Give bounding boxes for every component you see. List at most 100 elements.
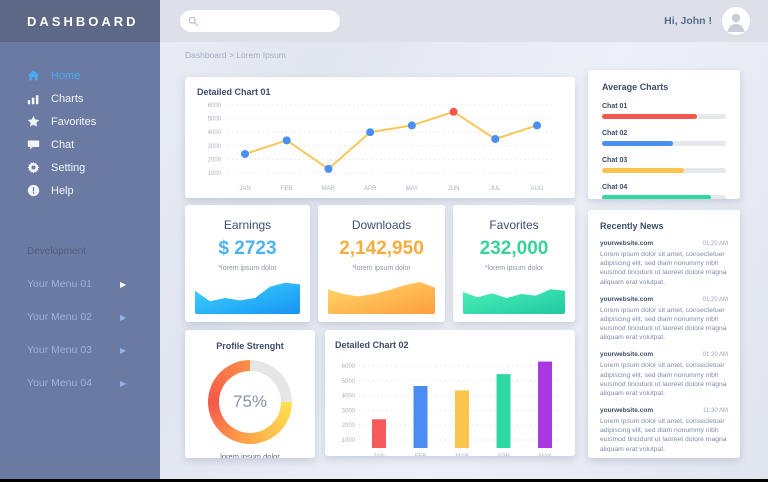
search-input[interactable] [205,16,332,26]
sidebar-dev-item-2[interactable]: Your Menu 02 ▶ [27,311,160,323]
news-source: yourwebsite.com [600,407,654,415]
user-icon [727,13,745,32]
average-bar-2: Chat 02 [602,130,726,146]
avatar[interactable] [722,7,750,35]
average-charts-title: Average Charts [602,82,669,92]
profile-strength-subtitle: lorem ipsum dolor [220,452,280,458]
svg-text:1000: 1000 [208,171,222,177]
dev-item-label: Your Menu 03 [27,344,92,356]
chevron-right-icon: ▶ [120,279,127,289]
news-source: yourwebsite.com [600,240,654,247]
news-time: 01:20 AM [702,352,728,359]
news-source: yourwebsite.com [600,295,654,303]
star-icon [27,115,40,128]
profile-strength-title: Profile Strenght [216,341,284,351]
svg-text:MAY: MAY [539,454,552,456]
sidebar-item-charts[interactable]: Charts [0,87,160,110]
news-list: yourwebsite.com 01:20 AM Lorem ipsum dolor… [600,240,728,454]
donut-percent-label: 75% [232,392,268,411]
sidebar-item-label: Favorites [51,115,97,128]
svg-text:4000: 4000 [342,394,356,400]
sidebar-menu: Home Charts Favorites Chat Setting Help [0,64,160,202]
chevron-right-icon: ▶ [120,378,127,388]
sidebar-item-setting[interactable]: Setting [0,156,160,179]
search-box[interactable] [180,10,340,32]
svg-text:JAN: JAN [373,454,384,456]
earnings-subtitle: *lorem ipsum dolor [218,265,277,272]
sidebar-item-label: Charts [51,92,84,105]
profile-strength-card: Profile Strenght 75% lorem ipsum dolor [185,330,315,458]
news-item-3[interactable]: yourwebsite.com 01:20 AM Lorem ipsum dolor… [600,351,728,398]
news-item-header: yourwebsite.com 01:20 AM [600,240,728,247]
earnings-value: $ 2723 [218,238,277,259]
donut-hole: 75% [219,371,281,433]
sidebar-item-label: Home [51,69,81,82]
average-bar-4: Chat 04 [602,184,726,199]
average-bar-3: Chat 03 [602,157,726,173]
svg-text:3000: 3000 [208,144,222,150]
svg-text:FEB: FEB [415,454,427,456]
news-item-header: yourwebsite.com 01:20 AM [600,296,728,303]
chevron-right-icon: ▶ [120,312,127,322]
average-bar-1: Chat 01 [602,103,726,119]
help-icon [27,184,40,197]
line-chart: 1000 2000 3000 4000 5000 6000 JAN FEB MAR APR MAY J… [197,97,563,198]
earnings-sparkline [195,274,300,314]
downloads-subtitle: *lorem ipsum dolor [352,265,411,272]
progress-track [602,168,726,173]
sidebar-header: DASHBOARD [0,0,160,42]
sidebar-item-home[interactable]: Home [0,64,160,87]
news-item-header: yourwebsite.com 11:30 AM [600,407,728,414]
news-item-2[interactable]: yourwebsite.com 01:20 AM Lorem ipsum dolor… [600,296,728,343]
sidebar-item-favorites[interactable]: Favorites [0,110,160,133]
svg-text:JUN: JUN [448,186,460,192]
sidebar-item-chat[interactable]: Chat [0,133,160,156]
svg-text:APR: APR [497,454,510,456]
svg-text:JUL: JUL [490,186,501,192]
average-bar-label: Chat 03 [602,157,628,164]
sidebar-dev-item-1[interactable]: Your Menu 01 ▶ [27,278,160,290]
favorites-subtitle: *lorem ipsum dolor [484,265,544,272]
average-charts-card: Average Charts Chat 01 Chat 02 Chat 03 Chat… [588,70,740,199]
chevron-right-icon: ▶ [120,345,127,355]
favorites-value: 232,000 [479,238,549,259]
average-bar-label: Chat 04 [602,184,628,191]
favorites-card: Favorites 232,000 *lorem ipsum dolor [453,205,575,322]
progress-track [602,114,726,119]
detailed-chart-01-card: Detailed Chart 01 1000 2000 3000 4000 5000 60… [185,77,575,198]
news-body: Lorem ipsum dolor sit amet, consectetuer… [600,306,727,342]
average-bars: Chat 01 Chat 02 Chat 03 Chat 04 [602,103,726,199]
news-time: 01:20 AM [702,241,728,247]
downloads-card: Downloads 2,142,950 *lorem ipsum dolor [318,205,445,322]
news-body: Lorem ipsum dolor sit amet, consectetuer… [600,251,727,286]
charts-icon [27,92,40,105]
chart-02-title: Detailed Chart 02 [335,340,409,350]
main-area: Hi, John ! Dashboard > Lorem Ipsum Detai… [160,0,768,482]
svg-text:MAR: MAR [455,454,469,456]
sidebar-item-label: Help [51,184,74,197]
donut-chart: 75% [208,360,292,444]
search-icon [188,16,199,26]
progress-fill [602,168,684,173]
earnings-card: Earnings $ 2723 *lorem ipsum dolor [185,205,310,322]
recently-news-title: Recently News [600,221,664,231]
svg-text:6000: 6000 [342,364,356,370]
sidebar-section-label: Development [27,246,86,257]
news-item-1[interactable]: yourwebsite.com 01:20 AM Lorem ipsum dolor… [600,240,728,287]
svg-text:4000: 4000 [208,130,222,136]
progress-fill [602,195,712,199]
sidebar-dev-item-3[interactable]: Your Menu 03 ▶ [27,344,160,356]
gear-icon [27,161,40,174]
svg-text:APR: APR [364,186,377,192]
news-item-4[interactable]: yourwebsite.com 11:30 AM Lorem ipsum dolor… [600,407,728,454]
sidebar-item-help[interactable]: Help [0,179,160,202]
news-time: 01:20 AM [702,296,728,303]
bar-chart: 1000 2000 3000 4000 5000 6000 JAN FEB MAR APR MAY [335,350,565,456]
progress-fill [602,141,673,146]
svg-text:JAN: JAN [239,186,250,192]
earnings-title: Earnings [223,218,272,232]
sidebar-dev-item-4[interactable]: Your Menu 04 ▶ [27,377,160,389]
svg-text:2000: 2000 [208,157,222,163]
dev-item-label: Your Menu 01 [27,278,92,290]
svg-text:AUG: AUG [530,186,543,192]
